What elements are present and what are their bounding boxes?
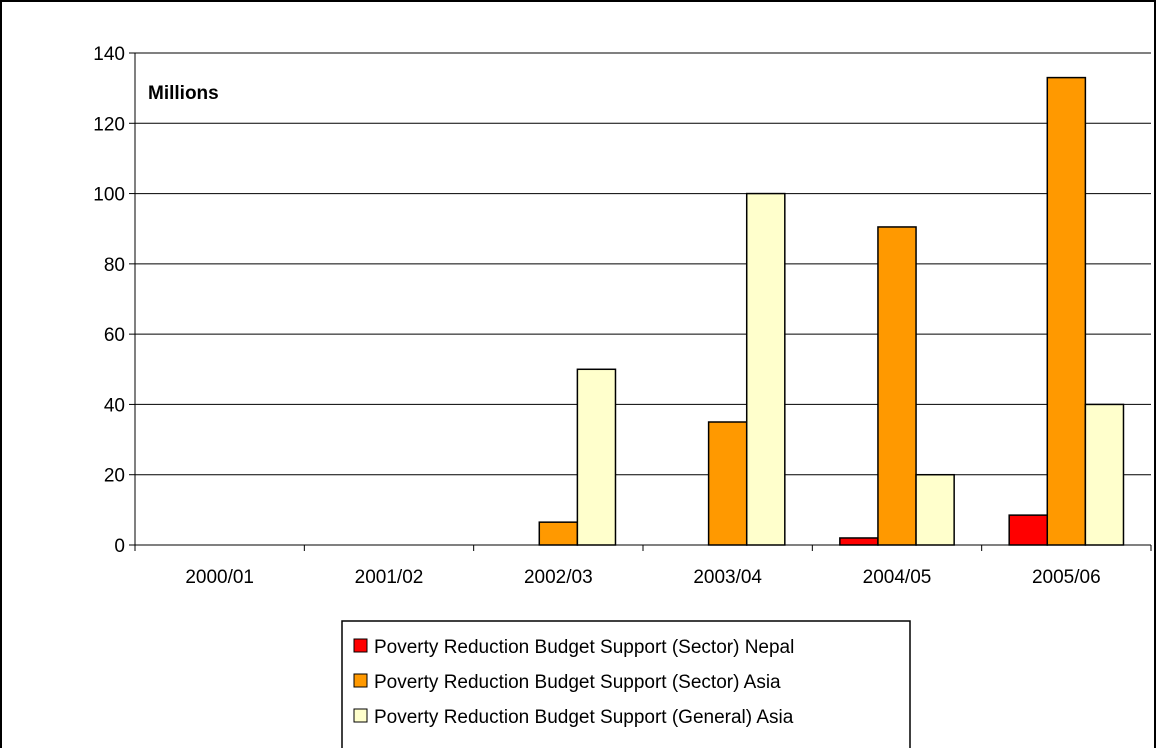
legend-label: Poverty Reduction Budget Support (Sector… bbox=[374, 672, 781, 693]
x-tick-label: 2001/02 bbox=[355, 567, 424, 588]
bar bbox=[745, 192, 786, 546]
gridlines bbox=[135, 52, 1151, 476]
bar bbox=[877, 226, 917, 546]
x-tick-label: 2005/06 bbox=[1032, 567, 1101, 588]
legend-swatch bbox=[353, 673, 368, 688]
bar bbox=[1046, 76, 1087, 546]
units-label: Millions bbox=[148, 83, 219, 104]
legend-label: Poverty Reduction Budget Support (Sector… bbox=[374, 637, 794, 658]
legend-swatch bbox=[353, 638, 368, 653]
x-tick-label: 2000/01 bbox=[185, 567, 254, 588]
legend-box bbox=[341, 620, 911, 748]
y-tick-label: 40 bbox=[104, 395, 125, 416]
bars bbox=[538, 76, 1125, 546]
bar bbox=[1008, 514, 1049, 546]
axes: 0 20 40 60 80 100 120 140 2000/01 2001/02 2002/03 2… bbox=[93, 44, 1152, 588]
y-tick-label: 60 bbox=[104, 325, 125, 346]
legend-label: Poverty Reduction Budget Support (Genera… bbox=[374, 707, 794, 728]
bar bbox=[1084, 403, 1125, 546]
legend-swatch bbox=[353, 708, 368, 723]
x-tick-label: 2003/04 bbox=[693, 567, 762, 588]
x-tick-label: 2002/03 bbox=[524, 567, 593, 588]
legend: Poverty Reduction Budget Support (Sector… bbox=[341, 620, 911, 748]
y-tick-label: 80 bbox=[104, 255, 125, 276]
bar bbox=[915, 473, 955, 546]
y-tick-label: 140 bbox=[93, 44, 125, 65]
bar bbox=[707, 421, 748, 546]
x-tick-label: 2004/05 bbox=[863, 567, 932, 588]
y-tick-label: 20 bbox=[104, 466, 125, 487]
y-tick-label: 120 bbox=[93, 114, 125, 135]
bar bbox=[576, 368, 617, 546]
y-tick-label: 0 bbox=[114, 536, 125, 557]
bar bbox=[538, 521, 579, 546]
bar bbox=[839, 537, 879, 546]
y-tick-label: 100 bbox=[93, 185, 125, 206]
